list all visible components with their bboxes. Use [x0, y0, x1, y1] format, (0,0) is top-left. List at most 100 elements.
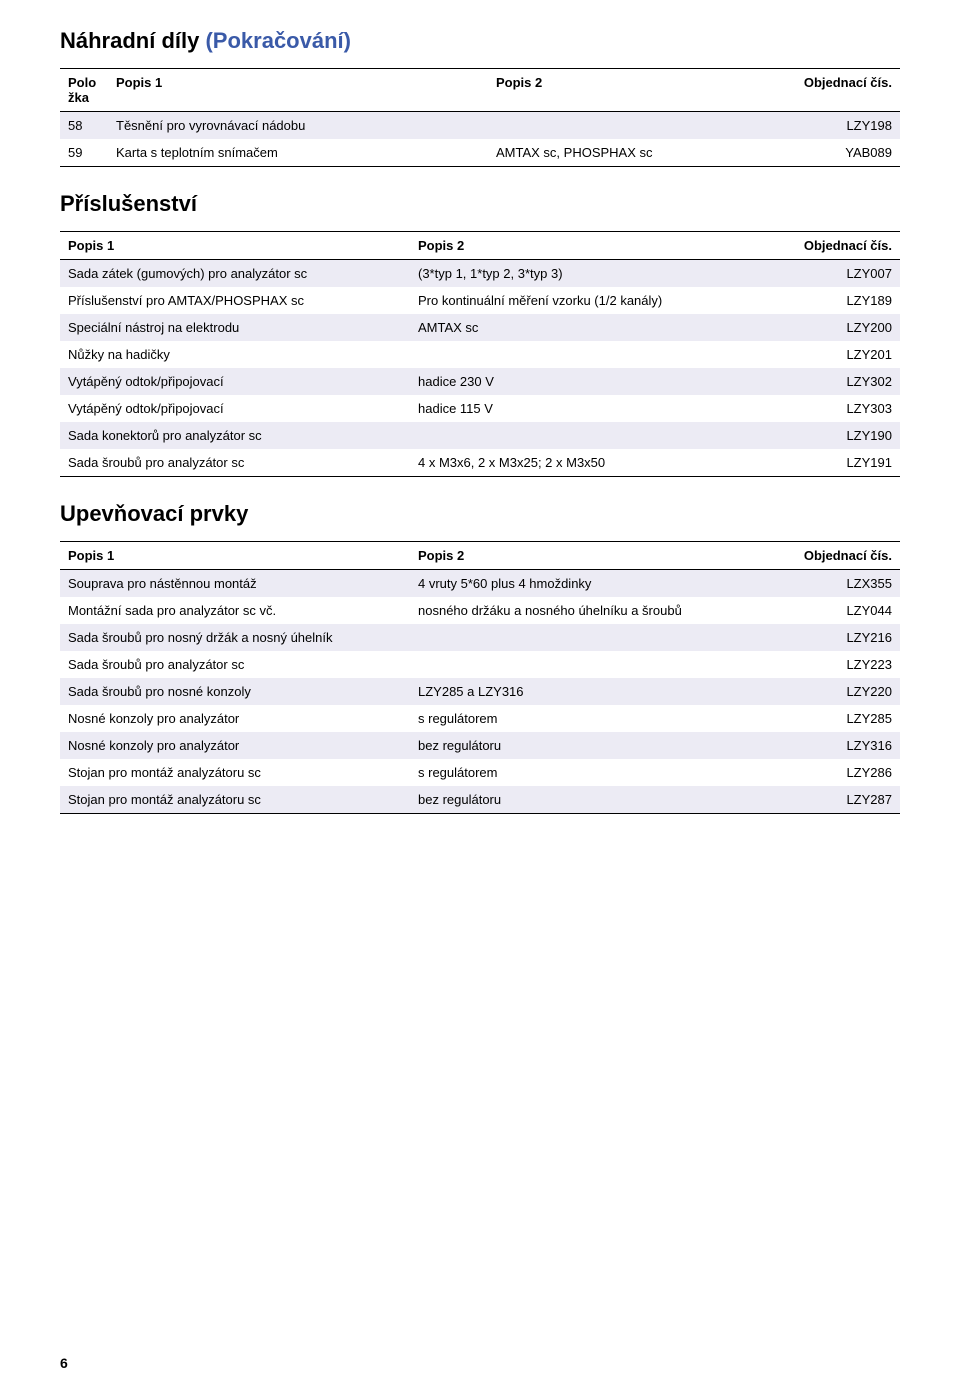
table-row: Souprava pro nástěnnou montáž4 vruty 5*6… [60, 570, 900, 598]
page-title: Náhradní díly (Pokračování) [60, 28, 900, 54]
table-cell: Sada zátek (gumových) pro analyzátor sc [60, 260, 410, 288]
table-row: Nosné konzoly pro analyzátorbez reguláto… [60, 732, 900, 759]
table-row: Nůžky na hadičky LZY201 [60, 341, 900, 368]
col-desc2: Popis 2 [410, 232, 790, 260]
title-continuation: (Pokračování) [199, 28, 351, 53]
table-row: Sada zátek (gumových) pro analyzátor sc(… [60, 260, 900, 288]
table-cell: Vytápěný odtok/připojovací [60, 368, 410, 395]
table-cell: LZX355 [790, 570, 900, 598]
table-cell: hadice 230 V [410, 368, 790, 395]
table-cell: Příslušenství pro AMTAX/PHOSPHAX sc [60, 287, 410, 314]
table-cell: Sada šroubů pro nosné konzoly [60, 678, 410, 705]
table-cell: LZY216 [790, 624, 900, 651]
table-cell: AMTAX sc, PHOSPHAX sc [488, 139, 790, 167]
col-order-number: Objednací čís. [790, 69, 900, 112]
table-cell: 4 vruty 5*60 plus 4 hmoždinky [410, 570, 790, 598]
table-cell: LZY191 [790, 449, 900, 477]
table-cell: Pro kontinuální měření vzorku (1/2 kanál… [410, 287, 790, 314]
table-cell: LZY316 [790, 732, 900, 759]
table-cell: Speciální nástroj na elektrodu [60, 314, 410, 341]
table-cell: LZY198 [790, 112, 900, 140]
table-cell: LZY223 [790, 651, 900, 678]
col-item-number: Polo žka [60, 69, 108, 112]
table-cell: nosného držáku a nosného úhelníku a šrou… [410, 597, 790, 624]
table-cell: LZY285 a LZY316 [410, 678, 790, 705]
table-cell: Sada konektorů pro analyzátor sc [60, 422, 410, 449]
table-cell: 58 [60, 112, 108, 140]
table-cell [410, 341, 790, 368]
table-row: 59Karta s teplotním snímačemAMTAX sc, PH… [60, 139, 900, 167]
table-cell: LZY285 [790, 705, 900, 732]
table-row: Vytápěný odtok/připojovacíhadice 115 VLZ… [60, 395, 900, 422]
spare-parts-table: Polo žka Popis 1 Popis 2 Objednací čís. … [60, 68, 900, 167]
table-cell: LZY189 [790, 287, 900, 314]
accessories-table: Popis 1 Popis 2 Objednací čís. Sada záte… [60, 231, 900, 477]
table-cell: Souprava pro nástěnnou montáž [60, 570, 410, 598]
col-desc1: Popis 1 [108, 69, 488, 112]
table-cell: Sada šroubů pro analyzátor sc [60, 449, 410, 477]
table-row: Stojan pro montáž analyzátoru scs regulá… [60, 759, 900, 786]
table-cell: bez regulátoru [410, 732, 790, 759]
table-cell [410, 422, 790, 449]
title-main: Náhradní díly [60, 28, 199, 53]
table-row: Sada šroubů pro analyzátor sc LZY223 [60, 651, 900, 678]
section-title-mounting: Upevňovací prvky [60, 501, 900, 527]
table-cell: s regulátorem [410, 759, 790, 786]
table-cell: Stojan pro montáž analyzátoru sc [60, 759, 410, 786]
table-cell: AMTAX sc [410, 314, 790, 341]
table-cell: Karta s teplotním snímačem [108, 139, 488, 167]
table-cell: Nůžky na hadičky [60, 341, 410, 368]
table-row: Sada šroubů pro nosný držák a nosný úhel… [60, 624, 900, 651]
table-row: Sada konektorů pro analyzátor sc LZY190 [60, 422, 900, 449]
table-cell: s regulátorem [410, 705, 790, 732]
table-cell: 59 [60, 139, 108, 167]
col-desc1: Popis 1 [60, 542, 410, 570]
table-row: Příslušenství pro AMTAX/PHOSPHAX scPro k… [60, 287, 900, 314]
table-cell: Montážní sada pro analyzátor sc vč. [60, 597, 410, 624]
table-cell: LZY200 [790, 314, 900, 341]
table-cell: LZY190 [790, 422, 900, 449]
table-header-row: Popis 1 Popis 2 Objednací čís. [60, 232, 900, 260]
table-row: 58Těsnění pro vyrovnávací nádobu LZY198 [60, 112, 900, 140]
table-cell: Sada šroubů pro nosný držák a nosný úhel… [60, 624, 410, 651]
table-cell: LZY201 [790, 341, 900, 368]
table-row: Nosné konzoly pro analyzátors regulátore… [60, 705, 900, 732]
table-row: Vytápěný odtok/připojovacíhadice 230 VLZ… [60, 368, 900, 395]
table-cell: bez regulátoru [410, 786, 790, 814]
col-desc1: Popis 1 [60, 232, 410, 260]
table-cell [410, 624, 790, 651]
table-row: Stojan pro montáž analyzátoru scbez regu… [60, 786, 900, 814]
table-cell: 4 x M3x6, 2 x M3x25; 2 x M3x50 [410, 449, 790, 477]
table-cell: LZY303 [790, 395, 900, 422]
table-cell: Sada šroubů pro analyzátor sc [60, 651, 410, 678]
table-cell: hadice 115 V [410, 395, 790, 422]
table-row: Sada šroubů pro nosné konzolyLZY285 a LZ… [60, 678, 900, 705]
table-cell: LZY007 [790, 260, 900, 288]
table-cell: (3*typ 1, 1*typ 2, 3*typ 3) [410, 260, 790, 288]
table-cell [488, 112, 790, 140]
table-cell: Nosné konzoly pro analyzátor [60, 705, 410, 732]
col-desc2: Popis 2 [410, 542, 790, 570]
table-cell: Nosné konzoly pro analyzátor [60, 732, 410, 759]
table-cell: LZY286 [790, 759, 900, 786]
table-header-row: Polo žka Popis 1 Popis 2 Objednací čís. [60, 69, 900, 112]
page-number: 6 [60, 1355, 68, 1371]
table-header-row: Popis 1 Popis 2 Objednací čís. [60, 542, 900, 570]
table-cell: LZY220 [790, 678, 900, 705]
mounting-table: Popis 1 Popis 2 Objednací čís. Souprava … [60, 541, 900, 814]
col-order-number: Objednací čís. [790, 542, 900, 570]
table-row: Montážní sada pro analyzátor sc vč.nosné… [60, 597, 900, 624]
table-cell: Vytápěný odtok/připojovací [60, 395, 410, 422]
table-cell [410, 651, 790, 678]
table-cell: Těsnění pro vyrovnávací nádobu [108, 112, 488, 140]
table-cell: LZY044 [790, 597, 900, 624]
table-cell: YAB089 [790, 139, 900, 167]
table-row: Sada šroubů pro analyzátor sc4 x M3x6, 2… [60, 449, 900, 477]
table-cell: Stojan pro montáž analyzátoru sc [60, 786, 410, 814]
table-cell: LZY302 [790, 368, 900, 395]
col-order-number: Objednací čís. [790, 232, 900, 260]
section-title-accessories: Příslušenství [60, 191, 900, 217]
table-row: Speciální nástroj na elektroduAMTAX scLZ… [60, 314, 900, 341]
table-cell: LZY287 [790, 786, 900, 814]
col-desc2: Popis 2 [488, 69, 790, 112]
